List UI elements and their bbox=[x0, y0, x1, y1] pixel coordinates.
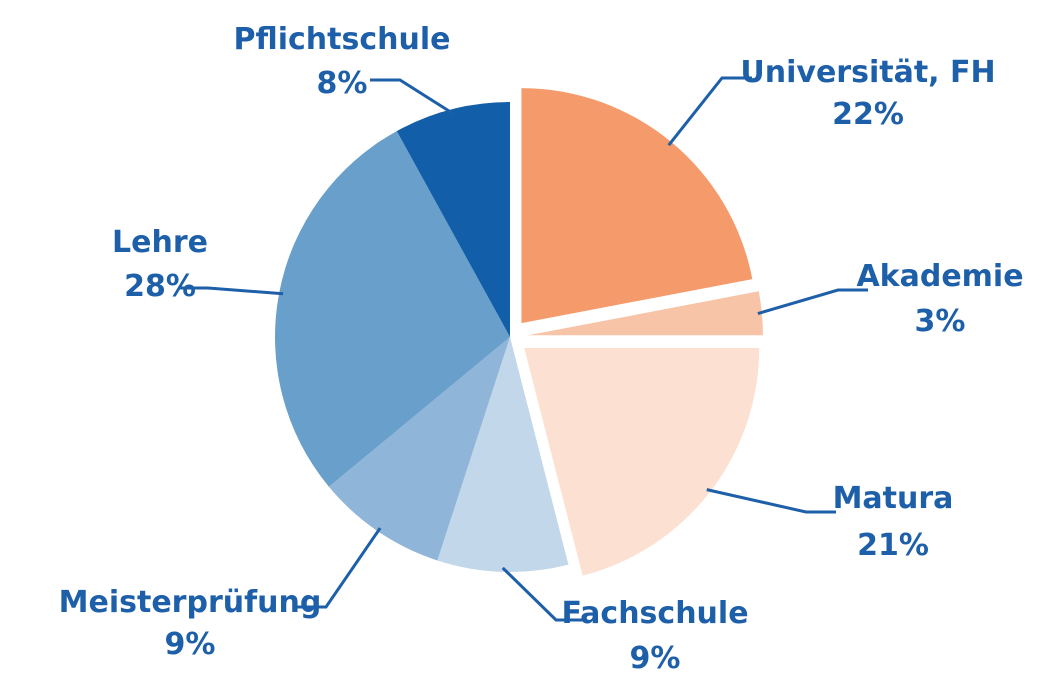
leader-line bbox=[178, 286, 284, 296]
pie-slice-pflichtschule bbox=[396, 102, 510, 337]
slice-value-label: 28% bbox=[124, 269, 196, 304]
slice-value-label: 3% bbox=[915, 304, 966, 339]
leader-line bbox=[296, 527, 382, 609]
leader-line bbox=[706, 488, 836, 514]
slice-label: Pflichtschule bbox=[234, 22, 451, 57]
slice-label: Universität, FH bbox=[740, 55, 995, 90]
slice-value-label: 22% bbox=[832, 97, 904, 132]
slice-labels: Universität, FH 22% Akademie 3% Matura 21% Fac… bbox=[59, 22, 1024, 676]
pie-slice-lehre bbox=[274, 131, 510, 487]
slice-value-label: 21% bbox=[857, 528, 929, 563]
slice-label: Meisterprüfung bbox=[59, 585, 322, 620]
slice-label: Fachschule bbox=[561, 596, 748, 631]
pie-slice-universität-fh bbox=[521, 88, 753, 324]
leader-line bbox=[667, 76, 752, 147]
pie-slice-akademie bbox=[527, 291, 763, 336]
slice-value-label: 9% bbox=[165, 627, 216, 662]
pie-slice-meisterprüfung bbox=[328, 337, 510, 561]
slice-value-label: 9% bbox=[630, 641, 681, 676]
pie-slices bbox=[274, 88, 763, 576]
slice-label: Akademie bbox=[856, 259, 1023, 294]
pie-slice-matura bbox=[524, 348, 760, 576]
pie-slice-fachschule bbox=[437, 337, 569, 572]
leader-line bbox=[757, 288, 868, 316]
leader-lines bbox=[178, 76, 868, 622]
leader-line bbox=[370, 78, 454, 115]
slice-label: Lehre bbox=[112, 225, 208, 260]
slice-value-label: 8% bbox=[317, 66, 368, 101]
slice-label: Matura bbox=[833, 481, 954, 516]
leader-line bbox=[501, 566, 586, 622]
